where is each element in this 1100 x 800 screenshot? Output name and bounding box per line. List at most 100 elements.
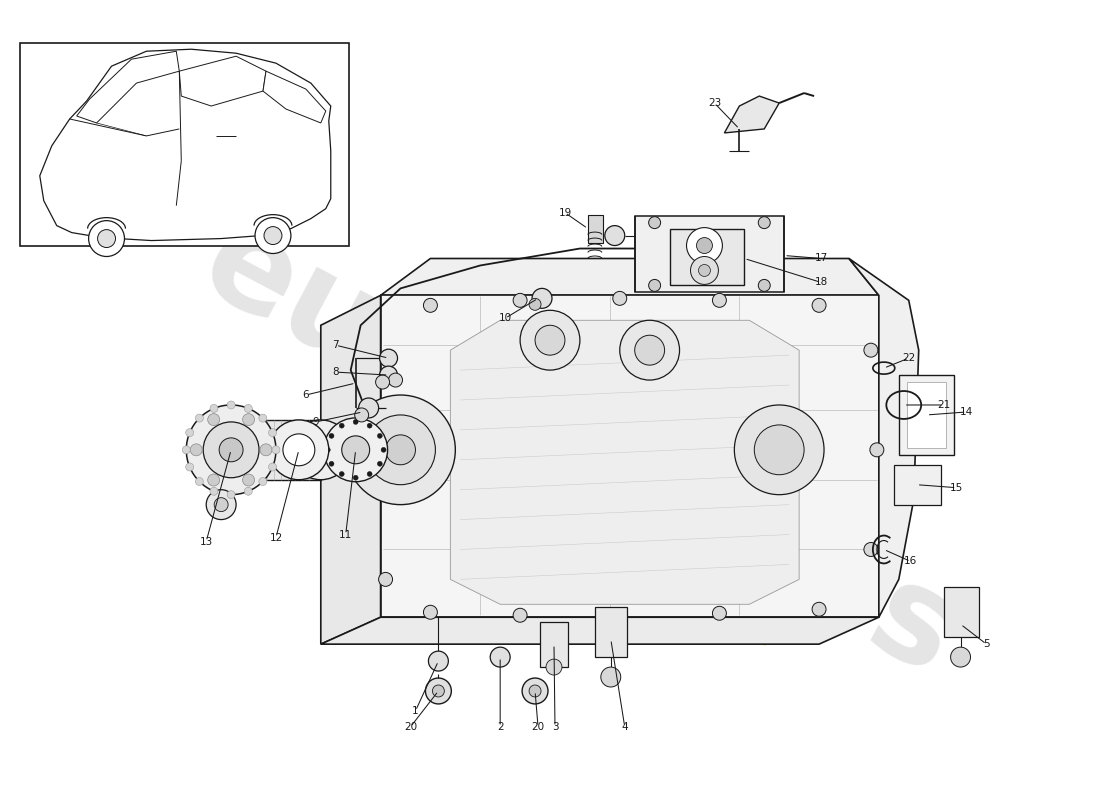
Text: 23: 23 <box>707 98 722 108</box>
Text: 4: 4 <box>621 722 628 732</box>
Text: 14: 14 <box>960 407 974 417</box>
Circle shape <box>208 414 220 426</box>
Circle shape <box>432 685 444 697</box>
Polygon shape <box>381 295 879 618</box>
Text: 19: 19 <box>559 208 572 218</box>
Polygon shape <box>381 258 879 295</box>
Circle shape <box>513 294 527 307</box>
Circle shape <box>698 265 711 277</box>
Circle shape <box>270 420 329 480</box>
Polygon shape <box>321 618 879 644</box>
Circle shape <box>353 475 359 480</box>
Circle shape <box>255 218 290 254</box>
Text: 7: 7 <box>332 340 339 350</box>
Text: 21: 21 <box>937 400 950 410</box>
Polygon shape <box>725 96 779 133</box>
Circle shape <box>649 217 661 229</box>
Circle shape <box>870 443 883 457</box>
Circle shape <box>196 414 204 422</box>
Circle shape <box>323 418 387 482</box>
Circle shape <box>758 217 770 229</box>
Circle shape <box>258 414 267 422</box>
Text: a passion for parts since 1985: a passion for parts since 1985 <box>525 507 774 651</box>
Circle shape <box>227 401 235 409</box>
Circle shape <box>713 294 726 307</box>
Text: 15: 15 <box>950 482 964 493</box>
Text: 17: 17 <box>814 254 827 263</box>
Text: 6: 6 <box>302 390 309 400</box>
Circle shape <box>613 608 627 622</box>
Circle shape <box>755 425 804 474</box>
Polygon shape <box>263 71 326 123</box>
Polygon shape <box>906 382 946 448</box>
Circle shape <box>424 298 438 312</box>
Text: 9: 9 <box>312 417 319 427</box>
Circle shape <box>243 414 254 426</box>
Circle shape <box>377 462 383 466</box>
Circle shape <box>520 310 580 370</box>
Circle shape <box>812 602 826 616</box>
Circle shape <box>649 279 661 291</box>
Circle shape <box>183 446 190 454</box>
Polygon shape <box>635 216 784 292</box>
Circle shape <box>735 405 824 494</box>
Text: 22: 22 <box>902 353 915 363</box>
Circle shape <box>204 422 258 478</box>
Circle shape <box>864 343 878 357</box>
Polygon shape <box>321 295 381 644</box>
Text: 20: 20 <box>531 722 544 732</box>
Circle shape <box>219 438 243 462</box>
Circle shape <box>377 434 383 438</box>
Text: eurospares: eurospares <box>182 198 978 702</box>
Circle shape <box>635 335 664 365</box>
Circle shape <box>864 542 878 557</box>
Polygon shape <box>899 375 954 455</box>
Bar <box>944 587 979 637</box>
Text: 1: 1 <box>412 706 419 716</box>
Circle shape <box>268 463 276 471</box>
Circle shape <box>375 375 389 389</box>
Circle shape <box>206 490 236 519</box>
Circle shape <box>535 326 565 355</box>
Circle shape <box>619 320 680 380</box>
Circle shape <box>388 373 403 387</box>
Circle shape <box>758 279 770 291</box>
Bar <box>587 214 603 242</box>
Circle shape <box>272 446 279 454</box>
Circle shape <box>264 226 282 245</box>
Circle shape <box>379 349 397 367</box>
Circle shape <box>691 257 718 285</box>
Text: 2: 2 <box>497 722 504 732</box>
Bar <box>540 622 568 667</box>
Circle shape <box>89 221 124 257</box>
Text: 11: 11 <box>339 530 352 539</box>
Circle shape <box>353 419 359 425</box>
Circle shape <box>210 487 218 495</box>
Circle shape <box>386 435 416 465</box>
Polygon shape <box>20 43 349 246</box>
Circle shape <box>268 429 276 437</box>
Polygon shape <box>450 320 799 604</box>
Circle shape <box>283 434 315 466</box>
Circle shape <box>258 478 267 486</box>
Circle shape <box>613 291 627 306</box>
Circle shape <box>196 478 204 486</box>
Polygon shape <box>894 465 940 505</box>
Circle shape <box>244 405 252 412</box>
Circle shape <box>379 366 397 384</box>
Circle shape <box>186 405 276 494</box>
Text: 5: 5 <box>983 639 990 649</box>
Circle shape <box>260 444 272 456</box>
Circle shape <box>713 606 726 620</box>
Circle shape <box>214 498 228 512</box>
Circle shape <box>339 471 344 477</box>
Text: 16: 16 <box>904 557 917 566</box>
Text: 20: 20 <box>404 722 417 732</box>
Polygon shape <box>849 258 918 618</box>
Circle shape <box>491 647 510 667</box>
Circle shape <box>522 678 548 704</box>
Circle shape <box>342 436 370 464</box>
Text: 12: 12 <box>270 533 283 542</box>
Circle shape <box>426 678 451 704</box>
Circle shape <box>513 608 527 622</box>
